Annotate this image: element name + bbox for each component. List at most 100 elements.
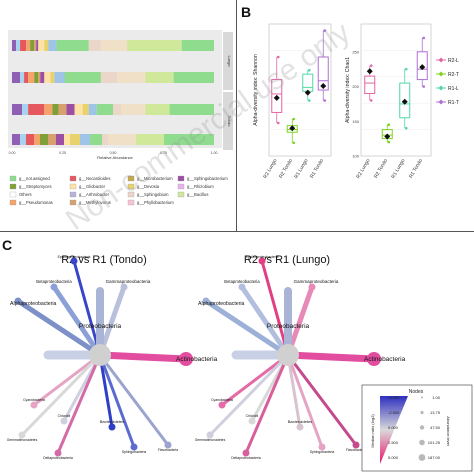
tree-edge [286, 353, 302, 429]
legend-label: g__Nocardioides [79, 176, 110, 181]
legend-swatch [9, 183, 17, 190]
tree-node-label: Sphingobacteria [122, 450, 147, 454]
bar-segment [58, 104, 67, 115]
panel-c-heat-trees: C R2 vs R1 (Tondo) R2 vs R1 (Lungo) Prot… [0, 231, 474, 474]
tree-node [30, 401, 38, 409]
bar-segment [36, 40, 39, 51]
bar-segment [164, 134, 214, 145]
legend-key-diamond [438, 57, 444, 63]
tree-node [248, 417, 256, 425]
tree-node [120, 283, 128, 291]
box-point [323, 29, 327, 32]
bar-segment [169, 104, 214, 115]
x-axis-label: Relative Abundance [97, 155, 133, 160]
legend-swatch [127, 183, 135, 190]
bar-segment [100, 72, 118, 83]
bar-segment [34, 134, 40, 145]
legend-label: g__Pseudomonas [19, 200, 53, 205]
tree-node [50, 283, 58, 291]
tree-node [54, 449, 62, 457]
tree-node-label: Proteobacteria [79, 323, 122, 330]
bar-segment [26, 134, 34, 145]
bar-segment [117, 72, 146, 83]
legend-label: R2-L [448, 58, 459, 64]
box-point [404, 126, 408, 130]
legend-label: g__Rhizobium [187, 184, 214, 189]
legend-swatch [69, 199, 77, 206]
legend-label: g__Gliobacter [79, 184, 106, 189]
bar-segment [66, 104, 75, 115]
legend-swatch [127, 199, 135, 206]
alpha-diversity-svg: R2 Lungo R2 Tondo R1 Lungo R1 TondoAlpha-di… [253, 23, 459, 180]
bar-segment [24, 72, 29, 83]
bar-segment [26, 40, 31, 51]
taxa-barplot-svg: Lungo Tondo 0.00 0.25 0.50 0.75 1.00 Relativ… [8, 30, 233, 206]
box-point [422, 36, 426, 40]
tree-node [130, 443, 138, 451]
legend-ratio-value: 5.000 [388, 455, 399, 460]
tree-node [318, 443, 326, 451]
box-point [404, 67, 408, 71]
box-mean-marker [304, 89, 311, 96]
bar-segment [34, 40, 37, 51]
tree-node-label: Gemmatimonadetes [7, 438, 38, 442]
box-point [369, 64, 373, 67]
tree-node-label: Gammaproteobacteria [294, 279, 339, 284]
tree-edge [51, 284, 103, 358]
legend-key-diamond [438, 85, 444, 91]
x-tick-label: 1.00 [211, 151, 218, 155]
bar-segment [22, 104, 29, 115]
bar-segment [145, 104, 170, 115]
panel-a-taxa-barplot: Lungo Tondo 0.00 0.25 0.50 0.75 1.00 Relativ… [0, 0, 236, 231]
bar-segment [20, 134, 26, 145]
x-tick-label: 0.25 [59, 151, 66, 155]
tree-node [60, 417, 68, 425]
legend-swatch [177, 191, 185, 198]
tree-node [218, 401, 226, 409]
bar-segment [40, 72, 45, 83]
tree-edge [284, 351, 378, 363]
box-point [292, 141, 296, 145]
legend-abundance-value: 13.75 [430, 410, 441, 415]
legend-abundance-value: 47.50 [430, 425, 441, 430]
tree-node [202, 297, 210, 305]
legend-abundance-value: 187.00 [428, 455, 441, 460]
tree-node [367, 352, 381, 366]
bar-segment [102, 134, 108, 145]
box-point [276, 121, 280, 125]
legend-abundance-value: 1.00 [432, 395, 441, 400]
y-tick-label: 100 [352, 154, 359, 159]
box-point [387, 123, 391, 127]
y-axis-label: Alpha-diversity index: Shannon [253, 54, 259, 126]
legend-label: g__Microbacterium [137, 176, 173, 181]
tree-node-label: Flavobacteria [158, 448, 178, 452]
box-point [323, 99, 327, 102]
tree-node-label: Actinobacteria [364, 356, 406, 363]
legend-swatch [69, 175, 77, 182]
box-point [307, 99, 311, 102]
bar-segment [181, 40, 214, 51]
legend-ratio-value: 2.500 [388, 440, 399, 445]
box-mean-marker [401, 98, 408, 105]
box-mean-marker [366, 68, 373, 75]
bar-segment [48, 40, 57, 51]
legend-abundance-label: Abundance level [446, 416, 451, 446]
legend-color-wedge [380, 396, 408, 464]
tree-edge [98, 353, 170, 447]
bar-segment [44, 72, 51, 83]
legend-label: g__Methylovorus [79, 200, 111, 205]
tree-node [70, 257, 78, 265]
legend-swatch [127, 175, 135, 182]
bar-segment [82, 104, 89, 115]
category-tick-label: R2 Tondo [373, 158, 389, 180]
tree-title-lungo: R2 vs R1 (Lungo) [244, 254, 330, 266]
legend-size-dot [419, 439, 425, 446]
y-tick-label: 250 [352, 49, 359, 54]
x-tick-label: 0.75 [160, 151, 167, 155]
tree-node [14, 297, 22, 305]
bar-segment [38, 40, 45, 51]
tree-node-label: Epsilonproteobacteria [58, 255, 91, 259]
tree-node-label: Bacteroidetes [288, 419, 312, 424]
tree-node [352, 441, 360, 449]
panel-b-alpha-diversity: B R2 Lungo R2 Tondo R1 Lungo R1 Tondo Alpha-… [237, 0, 474, 231]
